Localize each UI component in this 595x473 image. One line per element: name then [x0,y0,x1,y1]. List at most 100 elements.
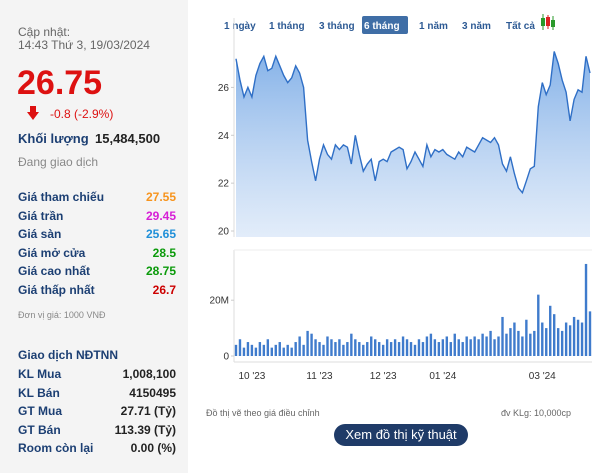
volume-bar [425,336,429,356]
volume-bar [433,339,437,356]
volume-bar [290,347,293,356]
foreign-label: GT Bán [18,422,61,437]
x-tick-label: 01 '24 [429,371,456,382]
volume-bar [576,319,580,356]
tab[interactable]: 1 năm [419,21,448,32]
volume-bar [553,314,556,356]
tab[interactable]: 3 năm [462,21,491,32]
price-row: Giá cao nhất 28.75 [18,264,176,278]
volume-bar [246,342,250,356]
volume-bar [584,263,588,356]
foreign-row: GT Mua 27.71 (Tỷ) [18,404,176,418]
volume-bar [572,316,576,356]
volume-bar [254,347,258,356]
volume-bar [374,339,377,356]
price-label: Giá mở cửa [18,245,86,260]
volume-bar [270,347,273,356]
volume-bar [310,333,313,356]
volume-bar [497,336,500,356]
volume-bar [381,344,385,356]
volume-bar [533,330,536,356]
foreign-value: 27.71 (Tỷ) [120,404,176,418]
tab[interactable]: 1 ngày [224,21,256,32]
unit-note: Đơn vị giá: 1000 VNĐ [18,310,106,320]
volume-bar [437,342,441,356]
volume-bar [541,322,544,356]
price-row: Giá sàn 25.65 [18,227,176,241]
volume-bar [529,333,532,356]
price-label: Giá thấp nhất [18,282,95,297]
volume-bar [560,330,564,356]
y-tick-label: 24 [218,131,230,142]
volume-bar [421,342,425,356]
technical-chart-button[interactable]: Xem đồ thị kỹ thuật [334,424,468,446]
updated-time: 14:43 Thứ 3, 19/03/2024 [18,38,150,52]
price-row: Giá thấp nhất 26.7 [18,283,176,297]
volume-bar [278,342,281,356]
volume-bar [338,339,341,356]
price-value: 25.65 [145,227,176,241]
volume-bar [517,330,520,356]
price-row: Giá tham chiếu 27.55 [18,190,176,204]
price-label: Giá cao nhất [18,264,91,278]
volume-bar [485,336,488,356]
foreign-value: 113.39 (Tỷ) [114,422,176,437]
x-tick-label: 12 '23 [370,371,397,382]
volume-bar [513,322,516,356]
volume-bar [282,347,285,356]
change: -0.8 (-2.9%) [50,107,114,121]
x-tick-label: 10 '23 [238,371,265,382]
y-tick-label: 20M [210,296,229,307]
volume-bar [521,336,524,356]
price-row: Giá mở cửa 28.5 [18,246,176,260]
volume-bar [318,342,321,356]
volume-bar [298,336,301,356]
footer-note: Đồ thị vẽ theo giá điều chỉnh [206,408,320,418]
volume-bar [346,342,349,356]
price-value: 26.7 [152,282,176,297]
foreign-value: 0.00 (%) [130,441,176,455]
price-label: Giá sàn [18,227,62,241]
volume-bar [564,322,568,356]
price-value: 29.45 [145,208,176,223]
foreign-label: GT Mua [18,404,62,418]
volume-bar [401,336,405,356]
volume-bar [441,339,445,356]
tab[interactable]: 3 tháng [319,21,355,32]
volume-bar [457,339,460,356]
volume-bar [302,344,305,356]
foreign-row: Room còn lại 0.00 (%) [18,441,176,455]
foreign-label: KL Mua [18,367,62,381]
volume-bar [413,344,417,356]
volume-bar [588,311,592,356]
volume-bar [477,339,480,356]
price-row: Giá trần 29.45 [18,209,176,223]
volume-bar [473,336,476,356]
price-line [235,51,591,195]
volume-bar [330,339,333,356]
volume-bar [385,339,389,356]
tab[interactable]: Tất cả [506,20,535,32]
price-label: Giá tham chiếu [18,190,105,204]
status: Đang giao dịch [18,155,99,169]
volume-bar [549,305,552,356]
volume-bar [262,344,266,356]
volume-bar [358,342,361,356]
candle-icon [541,14,555,30]
price-value: 28.75 [145,264,176,278]
updated-label: Cập nhật: [18,25,71,39]
volume-bar [238,339,242,356]
volume-bar [366,342,369,356]
foreign-row: KL Mua 1,008,100 [18,367,176,381]
volume-bar [489,330,492,356]
volume-bar [568,325,572,356]
y-tick-label: 0 [223,352,229,363]
price-value: 27.55 [145,190,176,204]
volume-bar [580,322,584,356]
volume-bar [266,339,270,356]
tab[interactable]: 6 tháng [364,21,400,32]
tab[interactable]: 1 tháng [269,21,305,32]
volume-bar [429,333,433,356]
footer-unit: đv KLg: 10,000cp [501,408,571,418]
